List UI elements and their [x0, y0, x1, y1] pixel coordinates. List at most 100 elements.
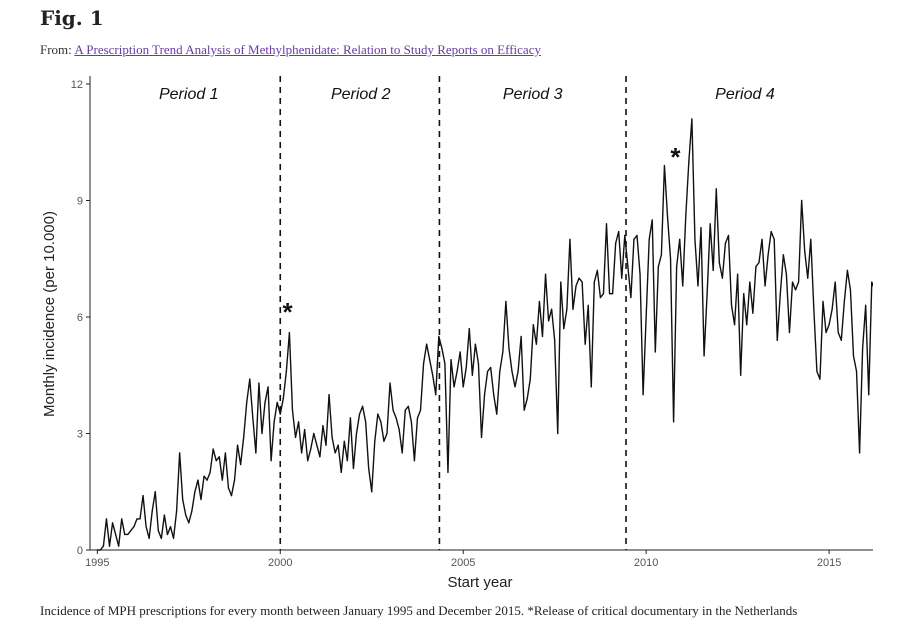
- data-point: [782, 254, 784, 256]
- data-point: [377, 413, 379, 415]
- data-point: [206, 479, 208, 481]
- data-point: [294, 436, 297, 438]
- period-label: Period 4: [715, 86, 775, 103]
- data-point: [669, 258, 672, 260]
- data-point: [563, 328, 565, 330]
- data-point: [410, 421, 412, 423]
- source-article-link[interactable]: A Prescription Trend Analysis of Methylp…: [74, 42, 541, 57]
- data-point: [124, 533, 126, 536]
- data-point: [529, 378, 531, 380]
- data-point: [578, 277, 580, 279]
- data-point: [230, 495, 233, 497]
- data-points: [96, 118, 873, 551]
- data-point: [764, 285, 766, 287]
- data-point: [718, 262, 720, 264]
- data-point: [249, 378, 251, 380]
- data-point: [810, 238, 812, 240]
- data-point: [627, 265, 629, 268]
- data-point: [325, 444, 327, 446]
- data-point: [444, 363, 446, 365]
- data-point: [419, 409, 422, 411]
- data-point: [517, 370, 519, 372]
- data-point: [301, 452, 303, 454]
- data-point: [483, 394, 486, 396]
- data-point: [267, 386, 269, 388]
- data-point: [386, 432, 388, 435]
- period-label: Period 3: [503, 86, 563, 103]
- data-point: [130, 529, 132, 532]
- data-point: [676, 265, 678, 268]
- data-point: [858, 452, 861, 454]
- data-point: [355, 432, 358, 435]
- data-point: [96, 549, 98, 551]
- data-point: [648, 238, 650, 240]
- data-point: [118, 545, 120, 547]
- x-axis-title: Start year: [447, 574, 512, 591]
- data-point: [462, 386, 464, 388]
- data-point: [541, 335, 544, 338]
- data-point: [776, 339, 778, 341]
- y-tick-label: 9: [77, 196, 83, 208]
- data-point: [663, 164, 666, 167]
- data-point: [246, 401, 248, 404]
- data-point: [380, 421, 382, 423]
- data-point: [185, 514, 187, 516]
- data-point: [227, 487, 230, 489]
- data-point: [788, 331, 791, 334]
- data-point: [691, 118, 693, 120]
- data-point: [438, 335, 440, 338]
- data-point: [642, 394, 644, 396]
- data-point: [203, 475, 205, 477]
- data-point: [871, 281, 873, 283]
- data-point: [154, 491, 156, 493]
- data-point: [551, 308, 553, 310]
- y-axis-title: Monthly incidence (per 10.000): [41, 211, 58, 417]
- data-point: [105, 518, 108, 520]
- data-point: [432, 374, 434, 376]
- data-point: [593, 281, 595, 283]
- data-point: [660, 254, 662, 256]
- data-point: [682, 285, 684, 287]
- data-point: [794, 289, 797, 291]
- data-point: [258, 382, 260, 384]
- data-point: [319, 456, 321, 458]
- data-point: [560, 281, 562, 283]
- data-point: [868, 394, 870, 396]
- data-point: [343, 440, 345, 442]
- data-point: [175, 510, 178, 512]
- source-prefix: From:: [40, 42, 72, 57]
- data-point: [285, 370, 287, 372]
- period-labels: Period 1 Period 2 Period 3 Period 4: [159, 86, 775, 103]
- data-point: [334, 452, 336, 454]
- data-point: [252, 417, 254, 419]
- data-point: [865, 304, 867, 306]
- data-point: [746, 324, 748, 326]
- data-point: [395, 417, 397, 419]
- data-point: [102, 545, 105, 547]
- data-point: [480, 436, 483, 438]
- data-point: [304, 429, 306, 431]
- data-point: [279, 413, 281, 415]
- data-point: [526, 397, 528, 400]
- data-point: [209, 471, 211, 473]
- data-point: [733, 324, 736, 326]
- data-point: [361, 405, 364, 407]
- data-point: [557, 432, 559, 435]
- data-point: [615, 242, 617, 244]
- data-point: [264, 401, 266, 404]
- data-point: [282, 397, 284, 400]
- data-point: [450, 359, 452, 361]
- data-point: [191, 510, 193, 512]
- data-point: [148, 537, 150, 539]
- data-point: [136, 518, 138, 520]
- data-point: [706, 293, 708, 295]
- data-point: [761, 238, 763, 240]
- data-point: [569, 238, 571, 240]
- data-point: [737, 273, 739, 275]
- data-point: [855, 370, 858, 372]
- data-point: [862, 347, 864, 349]
- data-point: [255, 452, 257, 454]
- data-point: [413, 460, 416, 462]
- x-tick-label: 2015: [817, 557, 841, 569]
- data-point: [679, 238, 681, 240]
